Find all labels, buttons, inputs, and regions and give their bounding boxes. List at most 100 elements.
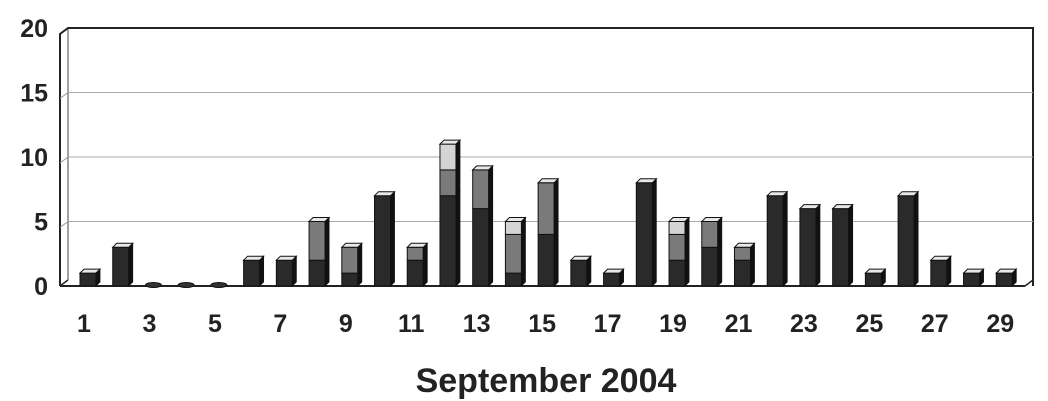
bar-top-13	[471, 165, 494, 171]
bar-stack-18	[635, 177, 658, 287]
bar-top-20	[700, 217, 723, 222]
bar-top-23	[798, 204, 822, 210]
bar-segment-11-s2	[406, 246, 424, 261]
bar-segment-15-s1	[537, 233, 555, 287]
bar-top-7	[275, 255, 298, 261]
bar-side-9-s2	[357, 242, 363, 275]
bar-segment-12-s1	[439, 195, 457, 287]
bar-segment-19-s3	[668, 221, 686, 235]
bar-side-20-s1	[717, 242, 723, 287]
bar-stack-7	[275, 255, 298, 287]
bar-side-7-s1	[291, 255, 297, 287]
x-tick-label: 23	[790, 310, 818, 338]
bar-top-16	[569, 255, 593, 261]
bar-top-6	[242, 255, 265, 261]
bar-stack-17	[602, 268, 625, 287]
bar-segment-19-s1	[668, 259, 686, 287]
bar-segment-14-s3	[504, 221, 522, 235]
bar-segment-28-s1	[963, 272, 981, 287]
bar-side-19-s2	[684, 229, 690, 262]
bar-segment-13-s2	[472, 169, 490, 210]
x-tick-labels: 1 3 5 7 9 11 13 15 17 19 21 23 25 27 29	[77, 310, 1014, 338]
bar-side-13-s1	[488, 203, 494, 287]
bar-top-10	[373, 191, 396, 197]
bar-segment-23-s1	[799, 208, 817, 287]
bar-stack-23	[798, 203, 822, 287]
y-tick-label: 20	[20, 15, 48, 43]
x-tick-label: 1	[77, 310, 91, 338]
x-tick-label: 9	[339, 310, 353, 338]
bar-side-13-s2	[488, 164, 494, 210]
bar-stack-4	[177, 282, 195, 288]
bar-zero-4	[177, 282, 195, 288]
bar-segment-2-s1	[112, 246, 130, 287]
bar-segment-13-s1	[472, 208, 490, 287]
bar-stack-1	[78, 268, 102, 287]
bar-segment-10-s1	[374, 195, 392, 287]
bar-side-23-s1	[815, 203, 821, 287]
bar-stack-3	[144, 282, 162, 288]
bar-side-12-s3	[455, 139, 461, 171]
bar-top-1	[78, 268, 102, 274]
bar-stack-12	[438, 139, 462, 287]
bar-top-17	[602, 268, 625, 274]
bar-stack-9	[340, 242, 364, 287]
bar-top-26	[896, 191, 920, 197]
bar-top-19	[667, 217, 691, 222]
x-tick-label: 3	[142, 310, 156, 338]
bar-segment-24-s1	[832, 208, 850, 287]
bar-segment-21-s1	[733, 259, 751, 287]
x-tick-label: 11	[398, 310, 425, 338]
bar-segment-8-s2	[308, 221, 326, 261]
bar-top-11	[406, 242, 429, 248]
bar-side-8-s1	[324, 255, 330, 287]
bar-stack-14	[504, 216, 527, 287]
bar-stack-10	[373, 190, 396, 287]
floor-right-edge	[1024, 279, 1034, 287]
bar-top-29	[995, 268, 1018, 274]
bar-segment-14-s1	[504, 272, 522, 287]
bar-segment-16-s1	[570, 259, 588, 287]
bar-top-8	[307, 217, 331, 222]
bar-side-16-s1	[586, 255, 592, 287]
bar-side-15-s1	[553, 229, 559, 287]
bar-side-21-s1	[750, 255, 755, 287]
y-tick-label: 15	[20, 80, 48, 108]
bar-stack-25	[864, 268, 887, 287]
bar-side-14-s2	[521, 229, 526, 275]
bar-side-24-s1	[848, 203, 854, 287]
y-tick-label: 5	[34, 209, 48, 237]
gridline-slant	[59, 92, 69, 99]
bar-stack-26	[896, 190, 920, 287]
x-tick-label: 21	[725, 310, 753, 338]
bar-side-12-s2	[455, 164, 461, 197]
bar-side-15-s2	[553, 177, 559, 236]
bar-segment-15-s2	[537, 182, 555, 235]
bars	[78, 139, 1018, 288]
bar-top-28	[962, 268, 985, 274]
bar-top-14	[504, 217, 527, 222]
x-tick-label: 13	[463, 310, 491, 338]
bar-stack-15	[536, 177, 560, 287]
gridline-slant	[59, 156, 69, 164]
x-axis-title: September 2004	[416, 362, 677, 400]
bar-stack-20	[700, 216, 723, 287]
bar-zero-3	[144, 282, 162, 288]
x-tick-label: 7	[273, 310, 287, 338]
bar-segment-11-s1	[406, 259, 424, 287]
bar-segment-25-s1	[864, 272, 882, 287]
bar-segment-18-s1	[635, 182, 653, 287]
bar-side-20-s2	[717, 216, 723, 249]
bar-stack-24	[831, 203, 854, 287]
bar-segment-9-s1	[341, 272, 359, 287]
bar-side-19-s1	[684, 255, 690, 287]
bar-top-21	[733, 242, 756, 248]
bar-top-2	[111, 242, 134, 248]
bar-side-22-s1	[782, 190, 788, 287]
x-tick-label: 19	[659, 310, 687, 338]
gridline-slant	[59, 221, 69, 228]
bar-zero-5	[210, 282, 228, 288]
bar-side-27-s1	[946, 255, 952, 287]
bar-segment-21-s2	[733, 246, 751, 261]
